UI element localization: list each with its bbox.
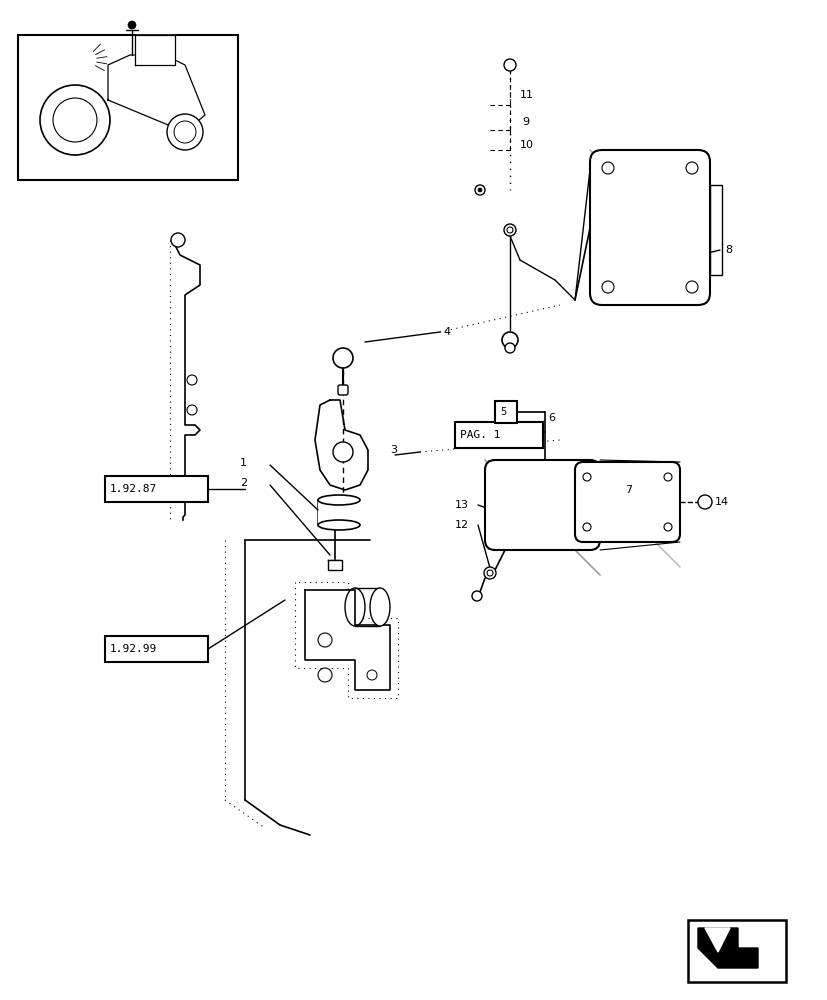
Circle shape <box>167 114 203 150</box>
Text: 1.92.87: 1.92.87 <box>110 484 157 494</box>
Bar <box>709 185 721 275</box>
Circle shape <box>40 85 110 155</box>
Text: 3: 3 <box>390 445 396 455</box>
Text: 7: 7 <box>624 485 631 495</box>
Circle shape <box>663 523 672 531</box>
Circle shape <box>601 281 614 293</box>
Circle shape <box>128 21 136 29</box>
Bar <box>455 422 543 448</box>
Polygon shape <box>318 500 360 525</box>
Circle shape <box>686 281 697 293</box>
Circle shape <box>504 343 514 353</box>
Text: 4: 4 <box>442 327 450 337</box>
Circle shape <box>582 473 590 481</box>
Circle shape <box>332 442 352 462</box>
Polygon shape <box>314 400 367 490</box>
Circle shape <box>582 523 590 531</box>
Circle shape <box>477 188 481 192</box>
Circle shape <box>501 332 518 348</box>
FancyBboxPatch shape <box>574 462 679 542</box>
Text: 12: 12 <box>455 520 469 530</box>
Text: 6: 6 <box>547 413 554 423</box>
Circle shape <box>318 633 332 647</box>
Bar <box>687 920 785 982</box>
Circle shape <box>318 668 332 682</box>
Text: 8: 8 <box>724 245 731 255</box>
Text: 13: 13 <box>455 500 468 510</box>
Circle shape <box>663 473 672 481</box>
Text: 9: 9 <box>521 117 528 127</box>
Polygon shape <box>327 560 342 570</box>
Text: 5: 5 <box>500 407 505 417</box>
Circle shape <box>504 59 515 71</box>
Bar <box>18 35 237 180</box>
Circle shape <box>332 348 352 368</box>
Circle shape <box>607 485 627 505</box>
Circle shape <box>471 591 481 601</box>
FancyBboxPatch shape <box>590 150 709 305</box>
Bar <box>495 401 516 423</box>
Circle shape <box>612 490 622 500</box>
Polygon shape <box>704 928 729 952</box>
Circle shape <box>187 375 197 385</box>
FancyBboxPatch shape <box>337 385 347 395</box>
Circle shape <box>601 162 614 174</box>
Circle shape <box>187 405 197 415</box>
Text: 1.92.99: 1.92.99 <box>110 644 157 654</box>
Circle shape <box>366 670 376 680</box>
Ellipse shape <box>318 495 360 505</box>
Ellipse shape <box>318 520 360 530</box>
Text: 14: 14 <box>715 497 729 507</box>
Text: 10: 10 <box>519 140 533 150</box>
Polygon shape <box>304 590 390 690</box>
Circle shape <box>686 162 697 174</box>
Text: PAG. 1: PAG. 1 <box>460 430 500 440</box>
Circle shape <box>475 185 485 195</box>
Polygon shape <box>108 55 205 132</box>
Ellipse shape <box>345 588 365 626</box>
Ellipse shape <box>370 588 390 626</box>
Circle shape <box>697 495 711 509</box>
Text: 1: 1 <box>240 458 246 468</box>
FancyBboxPatch shape <box>485 460 600 550</box>
Circle shape <box>171 233 184 247</box>
Polygon shape <box>697 928 757 968</box>
Polygon shape <box>135 35 174 65</box>
Circle shape <box>486 570 492 576</box>
Circle shape <box>53 98 97 142</box>
Circle shape <box>174 121 196 143</box>
Circle shape <box>504 224 515 236</box>
Text: 11: 11 <box>519 90 533 100</box>
Bar <box>105 476 208 502</box>
Text: 2: 2 <box>240 478 246 488</box>
Circle shape <box>484 567 495 579</box>
Bar <box>105 636 208 662</box>
Circle shape <box>506 227 513 233</box>
